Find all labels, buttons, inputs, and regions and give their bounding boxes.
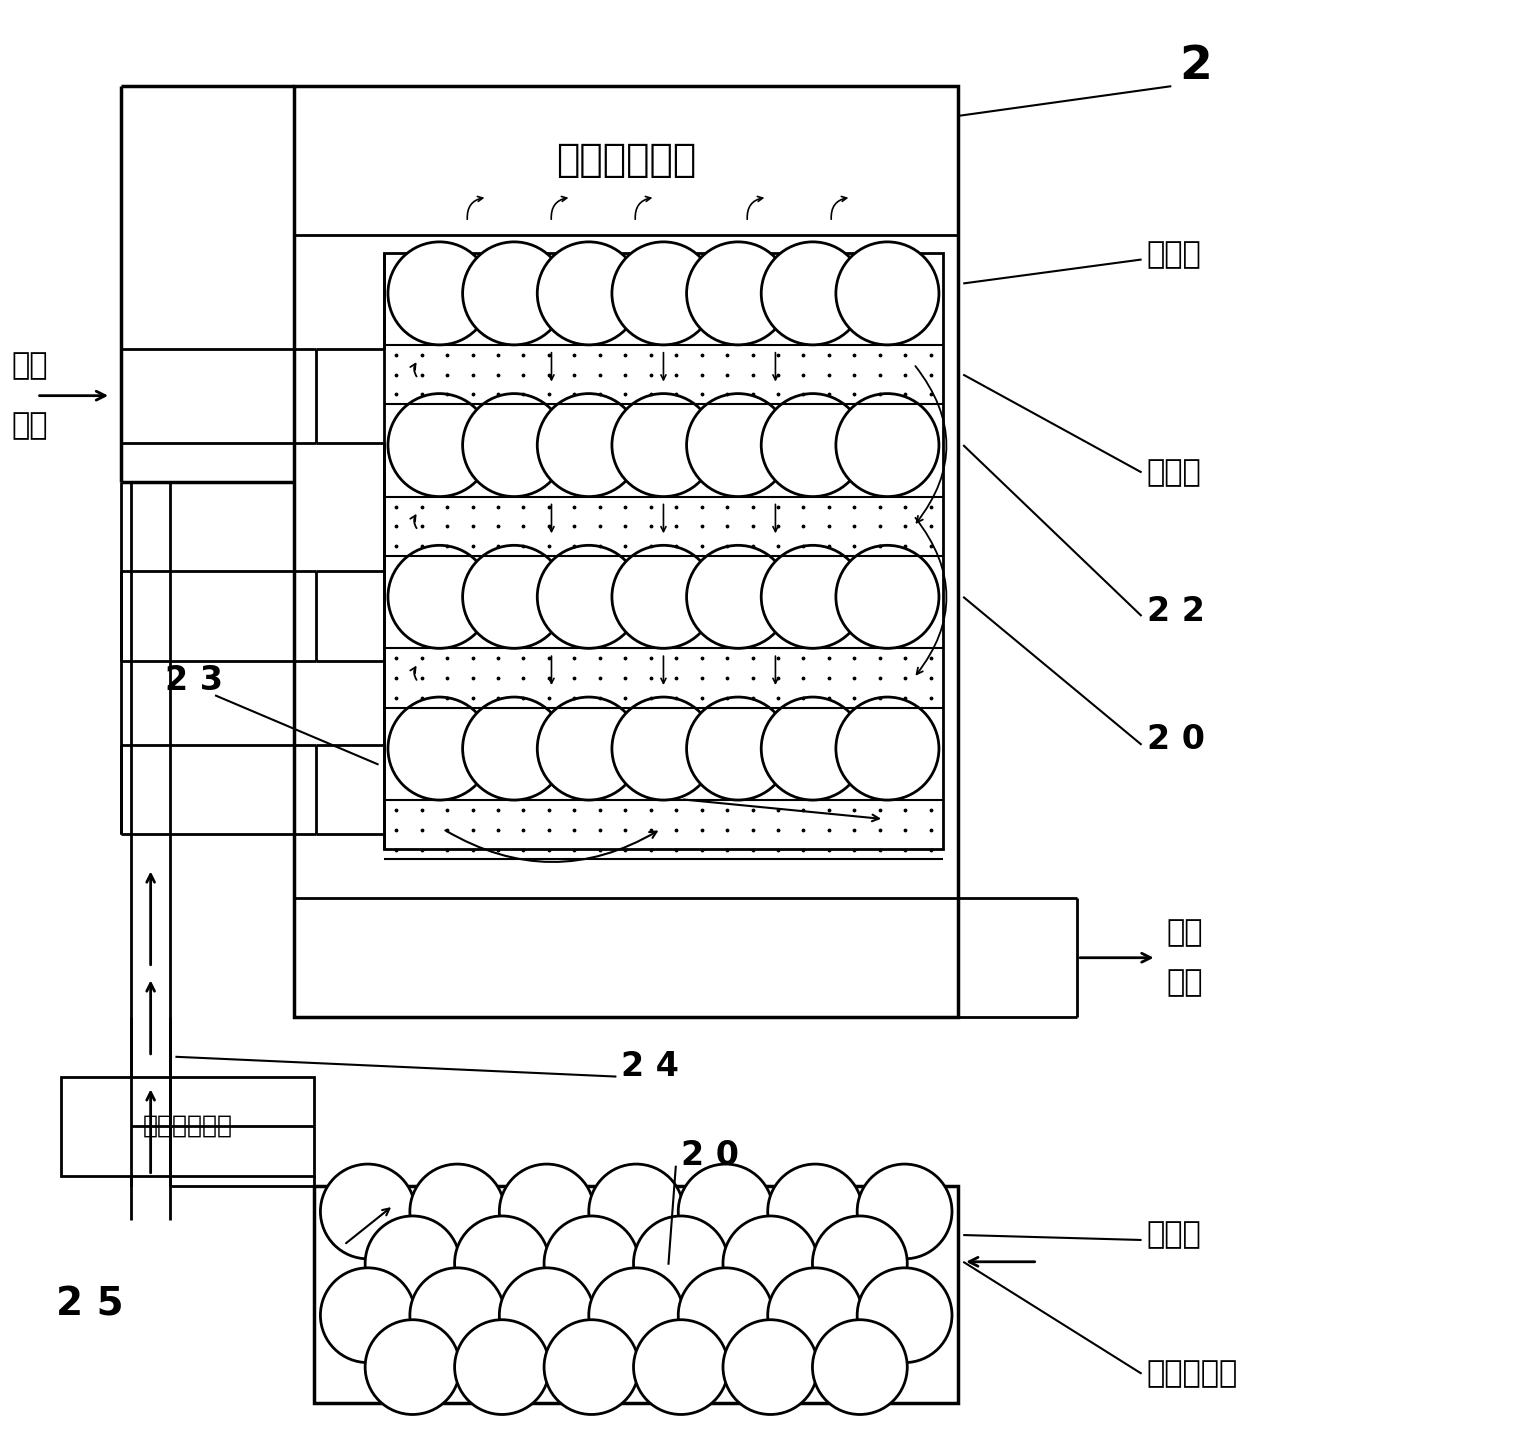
Circle shape (857, 1268, 952, 1363)
Circle shape (611, 546, 714, 648)
Bar (384, 253, 943, 849)
Circle shape (633, 1215, 728, 1311)
Circle shape (462, 394, 565, 496)
Circle shape (762, 546, 865, 648)
Circle shape (410, 1268, 505, 1363)
Circle shape (633, 1320, 728, 1415)
Circle shape (611, 697, 714, 800)
Circle shape (687, 242, 790, 344)
Circle shape (321, 1163, 415, 1259)
Circle shape (836, 394, 938, 496)
Circle shape (462, 546, 565, 648)
Circle shape (366, 1320, 459, 1415)
Circle shape (389, 242, 492, 344)
Text: 2 5: 2 5 (57, 1285, 124, 1324)
Circle shape (538, 394, 641, 496)
Circle shape (813, 1320, 908, 1415)
Circle shape (410, 1163, 505, 1259)
Circle shape (366, 1215, 459, 1311)
Circle shape (499, 1163, 594, 1259)
Text: 出口: 出口 (1166, 968, 1203, 997)
Circle shape (538, 697, 641, 800)
Circle shape (389, 546, 492, 648)
Circle shape (813, 1215, 908, 1311)
Circle shape (762, 242, 865, 344)
Circle shape (687, 697, 790, 800)
Circle shape (499, 1268, 594, 1363)
Circle shape (389, 394, 492, 496)
Circle shape (857, 1163, 952, 1259)
Text: 曝气用空气: 曝气用空气 (1146, 1359, 1238, 1388)
Text: 给气: 给气 (1166, 919, 1203, 948)
Circle shape (768, 1163, 863, 1259)
Circle shape (462, 242, 565, 344)
Text: 给气: 给气 (12, 352, 49, 381)
Text: 入口: 入口 (12, 411, 49, 440)
Circle shape (836, 697, 938, 800)
Bar (315, 1185, 958, 1404)
Circle shape (687, 546, 790, 648)
Circle shape (611, 242, 714, 344)
Text: 陶瓷球: 陶瓷球 (1146, 240, 1201, 269)
Text: 给气活化装置: 给气活化装置 (556, 142, 696, 179)
Text: 2 0: 2 0 (1146, 724, 1204, 757)
Text: 曝气管: 曝气管 (1146, 457, 1201, 488)
Circle shape (679, 1268, 773, 1363)
Bar (295, 87, 958, 1017)
Circle shape (836, 546, 938, 648)
Text: 2 2: 2 2 (1146, 595, 1204, 628)
Circle shape (588, 1163, 684, 1259)
Text: 曝气用给气扇: 曝气用给气扇 (143, 1114, 233, 1139)
Circle shape (762, 394, 865, 496)
Circle shape (462, 697, 565, 800)
Circle shape (723, 1215, 817, 1311)
Circle shape (679, 1163, 773, 1259)
Text: 2 0: 2 0 (680, 1139, 739, 1172)
Circle shape (544, 1215, 639, 1311)
Circle shape (723, 1320, 817, 1415)
Circle shape (389, 697, 492, 800)
Circle shape (538, 242, 641, 344)
Bar (61, 1077, 315, 1175)
Circle shape (321, 1268, 415, 1363)
Circle shape (836, 242, 938, 344)
Circle shape (762, 697, 865, 800)
Circle shape (611, 394, 714, 496)
Text: 2 4: 2 4 (622, 1051, 679, 1084)
Text: 2 3: 2 3 (166, 664, 224, 697)
Circle shape (768, 1268, 863, 1363)
Circle shape (687, 394, 790, 496)
Text: 陶瓷球: 陶瓷球 (1146, 1220, 1201, 1250)
Circle shape (455, 1320, 550, 1415)
Circle shape (455, 1215, 550, 1311)
Circle shape (588, 1268, 684, 1363)
Text: 2: 2 (1180, 43, 1212, 88)
Circle shape (544, 1320, 639, 1415)
Circle shape (538, 546, 641, 648)
